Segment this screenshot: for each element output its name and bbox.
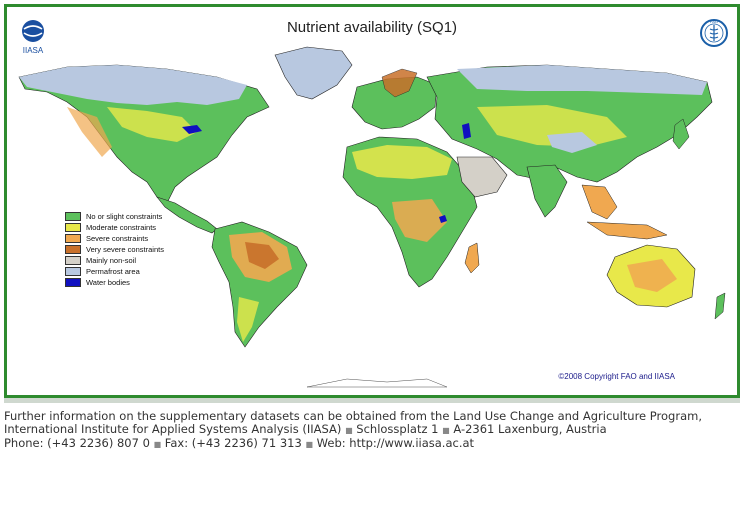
legend-item: Water bodies	[65, 277, 164, 288]
africa-sahara	[352, 145, 452, 179]
legend-label: Mainly non-soil	[86, 256, 137, 265]
footer-line-3: Phone: (+43 2236) 807 0 ■ Fax: (+43 2236…	[4, 437, 702, 451]
separator-bullet: ■	[305, 440, 314, 449]
madagascar	[464, 242, 480, 274]
legend-label: Severe constraints	[86, 234, 149, 243]
north-america-west	[67, 107, 112, 157]
india	[526, 164, 568, 218]
legend-swatch	[65, 234, 81, 243]
separator-bullet: ■	[442, 426, 450, 435]
scandinavia	[381, 68, 418, 98]
legend-item: Moderate constraints	[65, 222, 164, 233]
fao-logo[interactable]: FAO	[699, 17, 729, 49]
street-address: Schlossplatz 1	[356, 422, 439, 436]
legend-label: Very severe constraints	[86, 245, 164, 254]
legend-label: Permafrost area	[86, 267, 140, 276]
institute-name: International Institute for Applied Syst…	[4, 422, 342, 436]
greenland	[274, 46, 353, 100]
legend-swatch	[65, 223, 81, 232]
indonesia	[586, 221, 668, 240]
map-frame: Nutrient availability (SQ1) IIASA FAO No…	[4, 4, 740, 398]
south-america-south	[237, 297, 259, 342]
website-link[interactable]: Web: http://www.iiasa.ac.at	[316, 436, 475, 450]
japan	[672, 118, 690, 150]
legend-item: Permafrost area	[65, 266, 164, 277]
central-asia-moderate	[477, 105, 627, 147]
copyright-notice: ©2008 Copyright FAO and IIASA	[558, 372, 675, 381]
new-zealand	[714, 292, 726, 320]
legend-item: No or slight constraints	[65, 211, 164, 222]
frame-shadow	[4, 398, 740, 403]
footer-line-1: Further information on the supplementary…	[4, 409, 702, 423]
legend-swatch	[65, 278, 81, 287]
legend-swatch	[65, 267, 81, 276]
caspian-sea	[462, 123, 471, 139]
south-america-very-severe	[245, 242, 279, 269]
north-america-moderate	[107, 107, 197, 142]
iiasa-logo[interactable]: IIASA	[15, 17, 51, 57]
africa-central	[392, 199, 447, 242]
arabia	[456, 156, 508, 198]
world-map	[18, 46, 726, 388]
legend-item: Mainly non-soil	[65, 255, 164, 266]
fao-logo-text: FAO	[710, 19, 718, 24]
legend-label: No or slight constraints	[86, 212, 163, 221]
legend-swatch	[65, 212, 81, 221]
great-lakes	[182, 125, 202, 134]
lake-victoria	[439, 215, 447, 223]
legend-label: Moderate constraints	[86, 223, 157, 232]
separator-bullet: ■	[345, 426, 353, 435]
fax-number: Fax: (+43 2236) 71 313	[164, 436, 302, 450]
map-title: Nutrient availability (SQ1)	[286, 19, 458, 36]
se-asia	[581, 184, 618, 220]
legend-item: Severe constraints	[65, 233, 164, 244]
legend-swatch	[65, 256, 81, 265]
north-america-permafrost	[19, 65, 247, 105]
legend-swatch	[65, 245, 81, 254]
siberia-permafrost	[457, 65, 707, 95]
australia-severe	[627, 259, 677, 292]
footer-info: Further information on the supplementary…	[4, 410, 702, 451]
separator-bullet: ■	[153, 440, 162, 449]
map-legend: No or slight constraints Moderate constr…	[65, 211, 164, 288]
phone-number: Phone: (+43 2236) 807 0	[4, 436, 150, 450]
legend-label: Water bodies	[86, 278, 130, 287]
antarctica-edge	[306, 378, 448, 388]
central-america	[156, 196, 218, 234]
iiasa-logo-text: IIASA	[23, 46, 44, 55]
tibet-permafrost	[547, 132, 597, 153]
city-address: A-2361 Laxenburg, Austria	[453, 422, 607, 436]
legend-item: Very severe constraints	[65, 244, 164, 255]
footer-line-2: International Institute for Applied Syst…	[4, 423, 702, 437]
